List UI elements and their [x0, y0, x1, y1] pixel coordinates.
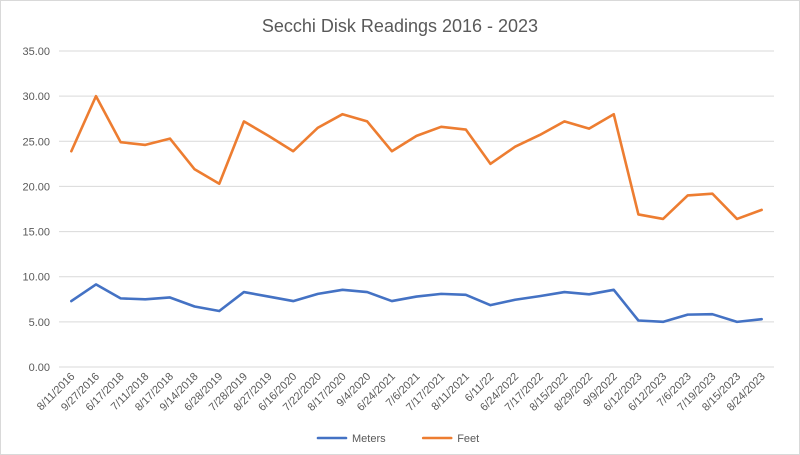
- series-line-feet: [70, 94, 763, 221]
- y-tick-label: 15.00: [22, 227, 50, 239]
- y-tick-label: 20.00: [22, 181, 50, 193]
- y-tick-label: 10.00: [22, 272, 50, 284]
- y-tick-label: 5.00: [29, 317, 50, 329]
- y-axis-tick-labels: 0.00 5.00 10.00 15.00 20.00 25.00 30.00 35.00: [22, 46, 50, 374]
- y-tick-label: 35.00: [22, 46, 50, 58]
- chart-title: Secchi Disk Readings 2016 - 2023: [262, 16, 538, 36]
- y-tick-label: 25.00: [22, 136, 50, 148]
- legend-label-feet: Feet: [457, 433, 479, 445]
- legend: Meters Feet: [316, 433, 479, 445]
- series-line-meters: [70, 283, 763, 324]
- x-axis-tick-labels: 8/11/20169/27/20166/17/20187/11/20188/17…: [35, 371, 768, 414]
- y-tick-label: 0.00: [29, 362, 50, 374]
- y-tick-label: 30.00: [22, 91, 50, 103]
- gridlines: [59, 50, 774, 368]
- legend-label-meters: Meters: [352, 433, 386, 445]
- series-lines: [70, 94, 763, 324]
